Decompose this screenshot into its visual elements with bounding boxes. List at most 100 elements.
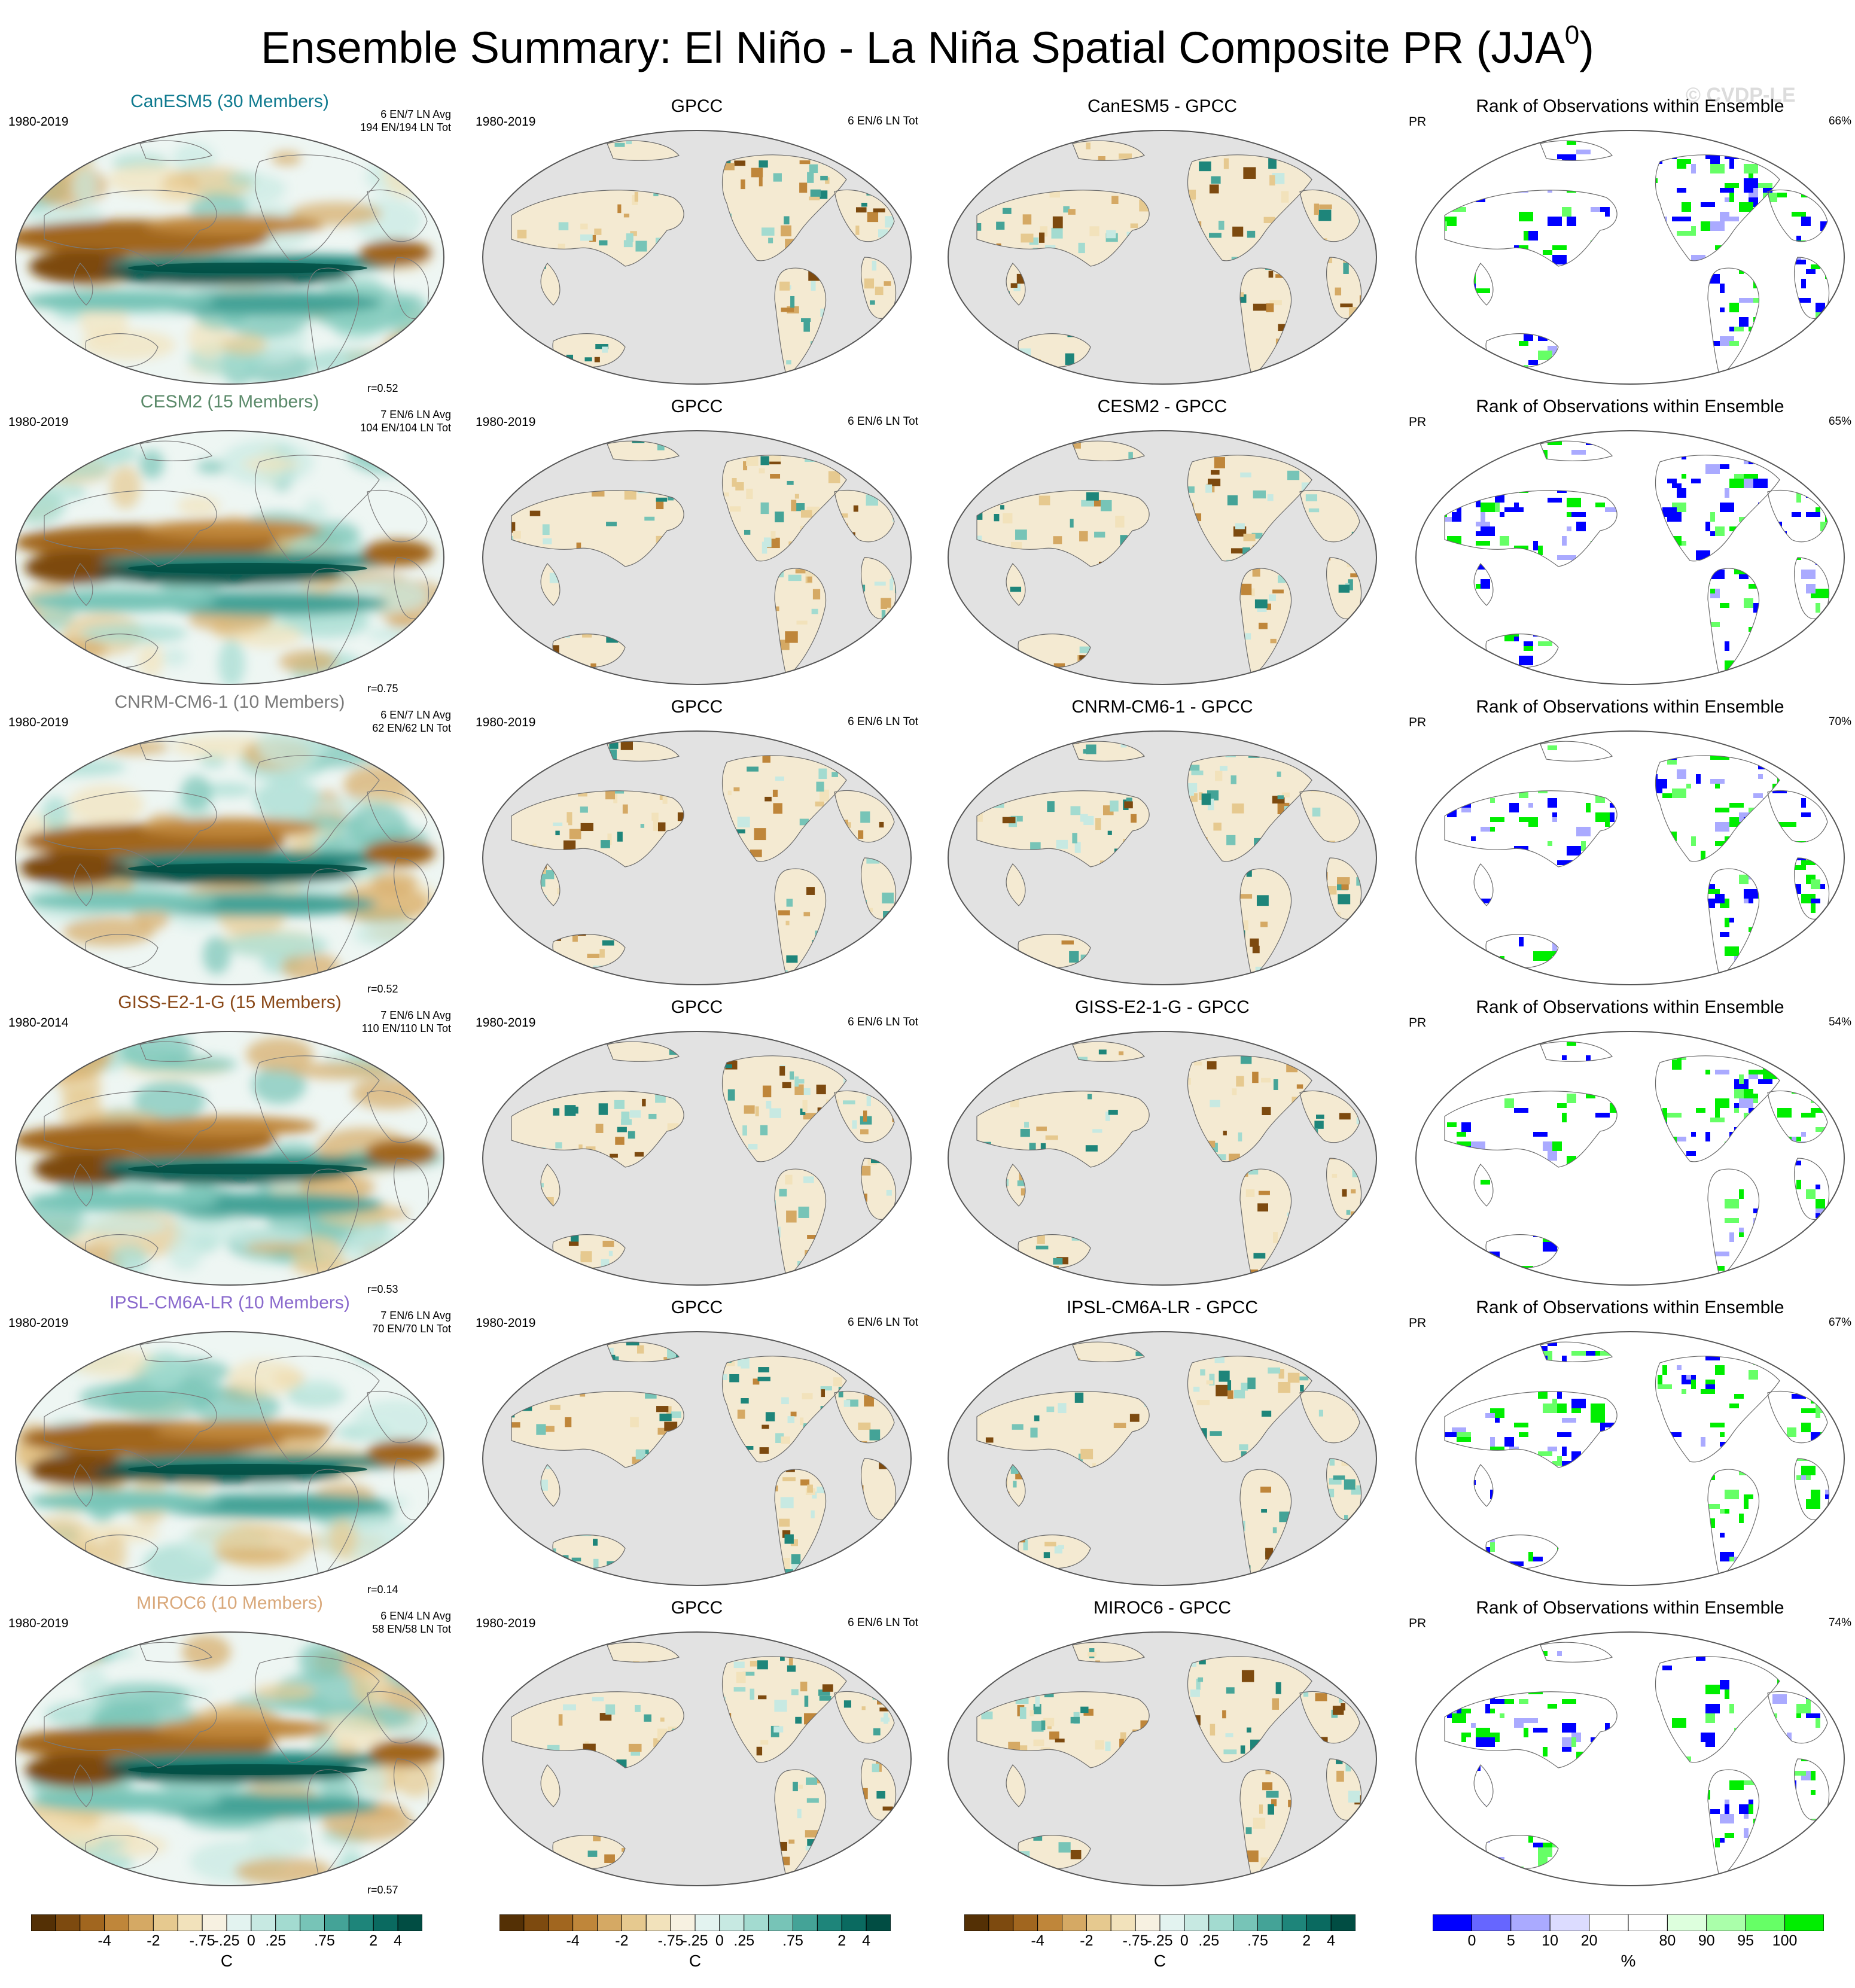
colorbar-tick-label: 0: [715, 1932, 724, 1949]
counts-avg: 7 EN/6 LN Avg: [380, 1009, 451, 1021]
panel-diff: GISS-E2-1-G - GPCC: [941, 997, 1384, 1296]
rank-variable: PR: [1409, 716, 1427, 729]
colorbar-tick-label: 80: [1659, 1932, 1676, 1949]
panel-rank: Rank of Observations within Ensemble PR 67…: [1409, 1297, 1851, 1596]
rank-title: Rank of Observations within Ensemble: [1476, 1298, 1784, 1317]
map-rank: [1415, 1331, 1845, 1587]
colorbar-tick-label: -.75: [189, 1932, 215, 1949]
pattern-correlation: r=0.52: [367, 382, 398, 394]
colorbar-tick-label: 2: [1302, 1932, 1311, 1949]
rank-variable: PR: [1409, 1316, 1427, 1330]
colorbar-swatch: [695, 1914, 720, 1931]
obs-title: GPCC: [671, 1598, 723, 1618]
colorbar-swatch: [31, 1914, 56, 1931]
colorbar-swatch: [1013, 1914, 1038, 1931]
colorbar-swatch: [1184, 1914, 1210, 1931]
colorbar-swatches: [499, 1914, 891, 1931]
colorbar-ticks: 0 5 10 20 80 90 95 100: [1433, 1932, 1824, 1953]
model-title: CNRM-CM6-1 (10 Members): [114, 692, 345, 712]
colorbar-tick-label: -.75: [1122, 1932, 1149, 1949]
colorbar-tick-label: .25: [265, 1932, 287, 1949]
colorbar-tick-label: -.25: [682, 1932, 708, 1949]
colorbar-swatches: [964, 1914, 1356, 1931]
watermark: © CVDP-LE: [1686, 84, 1796, 106]
colorbar-swatch: [373, 1914, 398, 1931]
obs-title: GPCC: [671, 397, 723, 416]
obs-counts: 6 EN/6 LN Tot: [848, 716, 918, 728]
pattern-correlation: r=0.53: [367, 1283, 398, 1295]
colorbar-swatch: [104, 1914, 129, 1931]
map-diff: [947, 730, 1378, 986]
colorbar-swatch: [397, 1914, 422, 1931]
colorbar-tick-label: 95: [1737, 1932, 1755, 1949]
colorbar-swatch: [1135, 1914, 1160, 1931]
rank-percent: 70%: [1828, 716, 1851, 728]
panel-diff: CanESM5 - GPCC: [941, 96, 1384, 395]
obs-title: GPCC: [671, 697, 723, 717]
counts-tot: 104 EN/104 LN Tot: [360, 422, 451, 434]
obs-counts: 6 EN/6 LN Tot: [848, 115, 918, 127]
panel-model: CESM2 (15 Members) 1980-2019 7 EN/6 LN Avg…: [8, 392, 451, 695]
colorbar-swatch: [964, 1914, 989, 1931]
colorbar-swatch: [793, 1914, 818, 1931]
colorbar-swatch: [866, 1914, 891, 1931]
counts-tot: 194 EN/194 LN Tot: [360, 121, 451, 133]
panel-model: IPSL-CM6A-LR (10 Members) 1980-2019 7 EN/6…: [8, 1293, 451, 1596]
obs-counts: 6 EN/6 LN Tot: [848, 1016, 918, 1028]
map-obs: [482, 1631, 912, 1887]
pattern-correlation: r=0.57: [367, 1884, 398, 1896]
difference-title: CanESM5 - GPCC: [1087, 96, 1238, 116]
pattern-correlation: r=0.75: [367, 683, 398, 695]
colorbar-swatch: [129, 1914, 154, 1931]
colorbar-swatch: [1589, 1914, 1629, 1931]
colorbar-tick-label: -4: [1031, 1932, 1044, 1949]
panel-rank: Rank of Observations within Ensemble PR 66…: [1409, 96, 1851, 395]
colorbar-swatch: [1330, 1914, 1356, 1931]
colorbar-tick-label: -.25: [214, 1932, 240, 1949]
rank-title: Rank of Observations within Ensemble: [1476, 697, 1784, 717]
colorbar-tick-label: 4: [862, 1932, 871, 1949]
colorbar-tick-label: .75: [314, 1932, 335, 1949]
colorbar-tick-label: 5: [1506, 1932, 1515, 1949]
colorbar-swatch: [1628, 1914, 1668, 1931]
ensemble-counts: 6 EN/7 LN Avg 62 EN/62 LN Tot: [372, 708, 451, 735]
rank-percent: 65%: [1828, 415, 1851, 428]
colorbar-swatch: [621, 1914, 647, 1931]
rank-variable: PR: [1409, 415, 1427, 429]
panel-rank: Rank of Observations within Ensemble PR 65…: [1409, 396, 1851, 695]
colorbar-swatch: [1510, 1914, 1551, 1931]
counts-avg: 6 EN/4 LN Avg: [380, 1610, 451, 1622]
pattern-correlation: r=0.14: [367, 1584, 398, 1596]
colorbar-swatch: [153, 1914, 178, 1931]
panel-obs: GPCC 1980-2019 6 EN/6 LN Tot: [476, 997, 918, 1296]
colorbar-ticks: -4 -2 -.75 -.25 0 .25 .75 2 4: [499, 1932, 891, 1953]
map-diff: [947, 1631, 1378, 1887]
colorbar-swatch: [523, 1914, 549, 1931]
colorbar-swatch: [275, 1914, 301, 1931]
colorbar-swatch: [841, 1914, 867, 1931]
colorbar-swatch: [1306, 1914, 1332, 1931]
obs-period: 1980-2019: [476, 1316, 536, 1330]
colorbar-swatch: [55, 1914, 81, 1931]
colorbar-swatch: [817, 1914, 842, 1931]
colorbar-difference: -4 -2 -.75 -.25 0 .25 .75 2 4 C: [964, 1914, 1356, 1974]
difference-title: CNRM-CM6-1 - GPCC: [1071, 697, 1253, 717]
colorbar-ticks: -4 -2 -.75 -.25 0 .25 .75 2 4: [964, 1932, 1356, 1953]
period-label: 1980-2019: [8, 716, 69, 729]
obs-period: 1980-2019: [476, 1016, 536, 1030]
map-obs: [482, 129, 912, 385]
rank-title: Rank of Observations within Ensemble: [1476, 997, 1784, 1017]
colorbar-swatch: [1062, 1914, 1087, 1931]
panel-model: GISS-E2-1-G (15 Members) 1980-2014 7 EN/6 …: [8, 993, 451, 1296]
obs-title: GPCC: [671, 997, 723, 1017]
map-diff: [947, 129, 1378, 385]
colorbar-tick-label: -.25: [1147, 1932, 1173, 1949]
colorbar-rank: 0 5 10 20 80 90 95 100%: [1433, 1914, 1824, 1974]
colorbar-swatch: [1433, 1914, 1472, 1931]
map-rank: [1415, 430, 1845, 686]
counts-tot: 70 EN/70 LN Tot: [372, 1323, 451, 1335]
counts-avg: 7 EN/6 LN Avg: [380, 1310, 451, 1322]
panel-model: CanESM5 (30 Members) 1980-2019 6 EN/7 LN A…: [8, 92, 451, 395]
colorbar-unit: C: [1153, 1952, 1166, 1970]
period-label: 1980-2019: [8, 415, 69, 429]
